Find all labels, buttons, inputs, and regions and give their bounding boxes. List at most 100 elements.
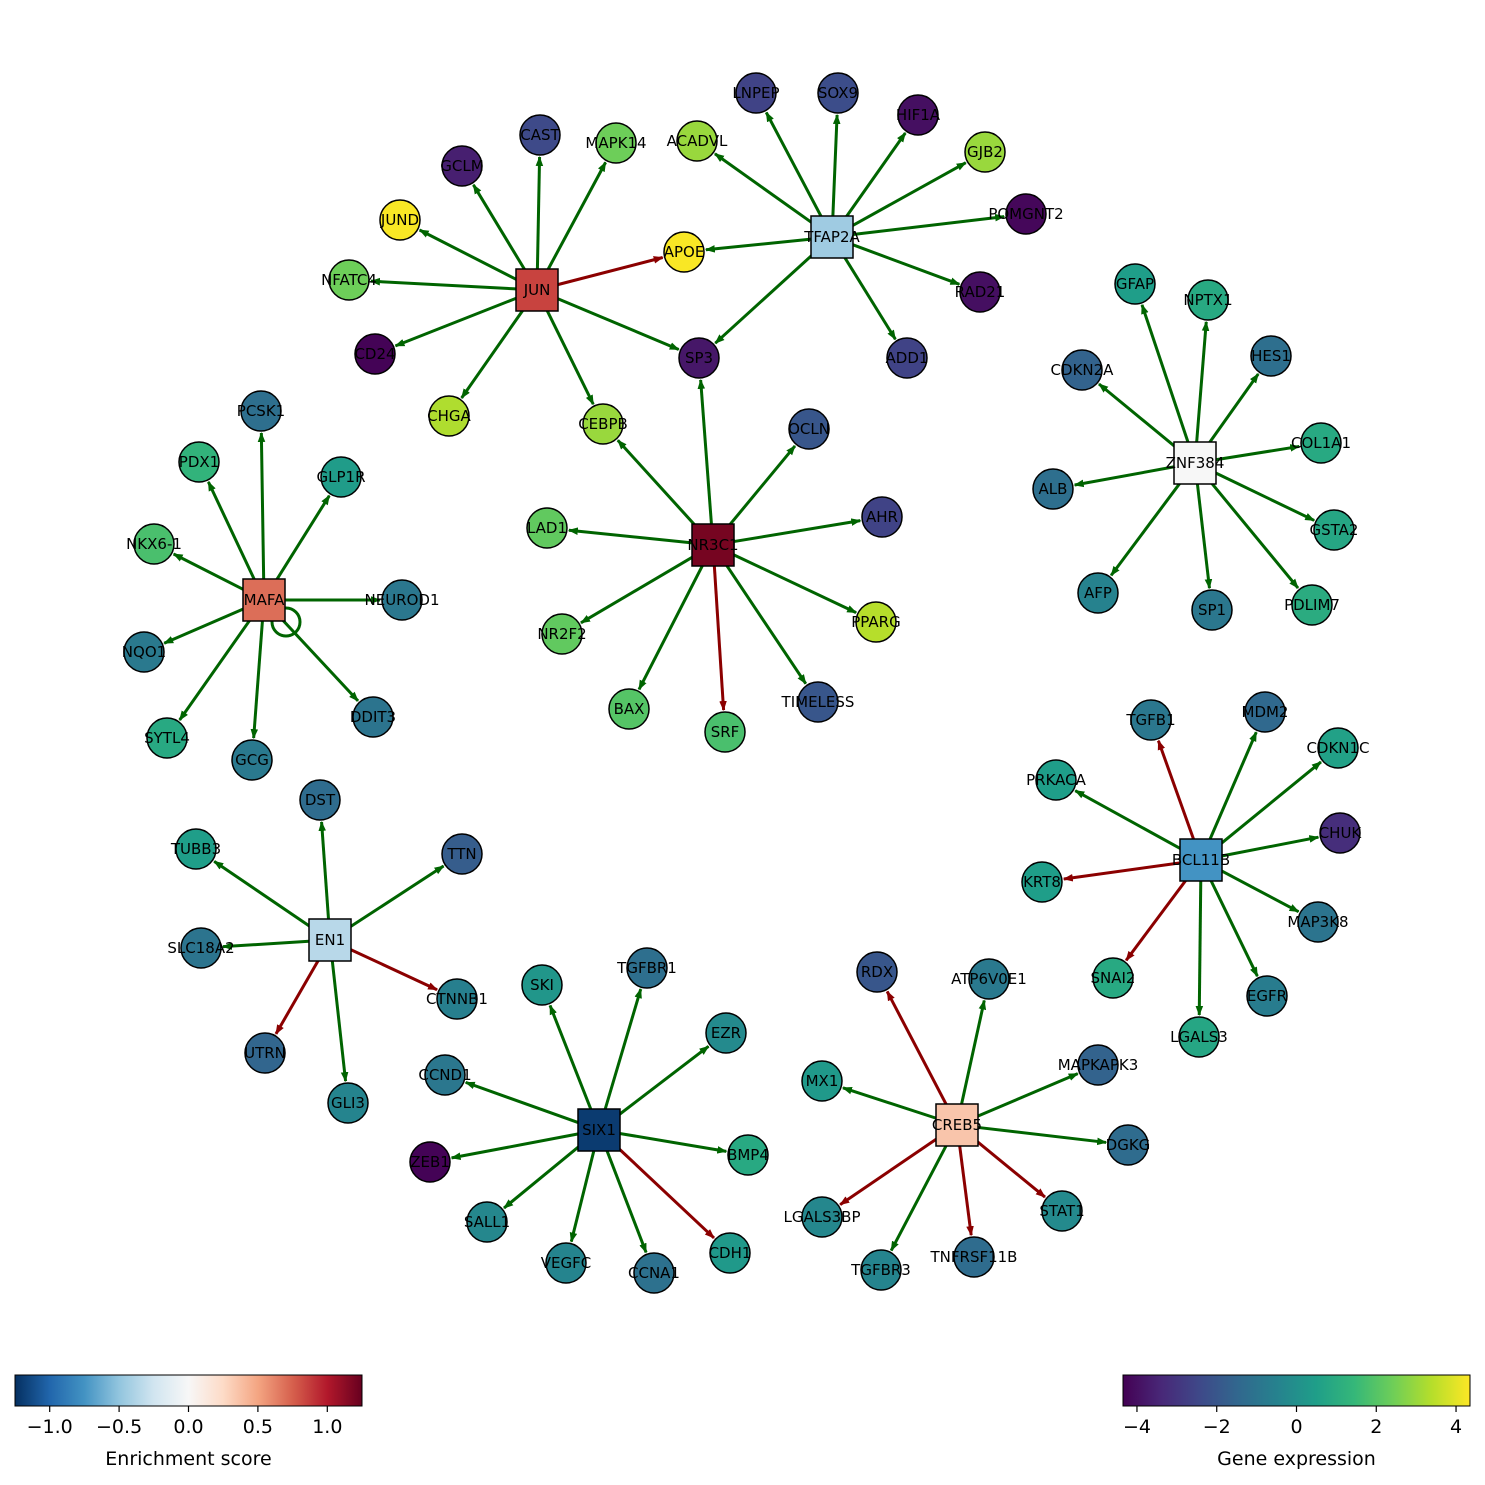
gene-node-TUBB3: [175, 828, 217, 870]
node-label-BAX: BAX: [614, 700, 645, 718]
gene-node-CDH1: [709, 1232, 751, 1274]
edge-SIX1-SALL1: [503, 1142, 584, 1210]
edge-SIX1-EZR: [614, 1045, 710, 1119]
edge-MAFA-NQO1: [163, 606, 246, 645]
enrichment-colorbar-tick-label: −1.0: [27, 1416, 73, 1438]
gene-node-ZEB1: [409, 1141, 451, 1183]
gene-node-SNAI2: [1092, 957, 1134, 999]
edge-JUN-CHGA: [460, 306, 527, 399]
node-label-LNPEP: LNPEP: [732, 84, 779, 102]
node-label-EGFR: EGFR: [1247, 987, 1287, 1005]
gene-node-MX1: [801, 1060, 843, 1102]
node-label-DST: DST: [305, 791, 336, 809]
node-label-SIX1: SIX1: [582, 1121, 616, 1139]
expression-colorbar-gradient: [1122, 1374, 1471, 1407]
nodes-layer: [123, 72, 1361, 1294]
gene-node-CHUK: [1319, 812, 1361, 854]
gene-node-SRF: [704, 711, 746, 753]
gene-node-PPARG: [855, 601, 897, 643]
edge-TFAP2A-SP3: [714, 250, 818, 345]
gene-node-UTRN: [244, 1032, 286, 1074]
gene-node-SP1: [1191, 589, 1233, 631]
edge-JUN-SP3: [555, 296, 680, 351]
edge-JUN-CAST: [535, 155, 544, 270]
gene-node-CCND1: [424, 1054, 466, 1096]
edge-TFAP2A-POMGNT2: [852, 213, 1006, 237]
tf-node-NR3C1: [691, 523, 735, 567]
gene-node-MAPK14: [595, 122, 637, 164]
node-label-TTN: TTN: [446, 845, 476, 863]
node-label-SRF: SRF: [711, 723, 740, 741]
gene-node-SLC18A2: [180, 927, 222, 969]
tf-node-CREB5: [935, 1103, 979, 1147]
node-label-PDX1: PDX1: [179, 453, 219, 471]
edge-JUN-JUND: [418, 228, 519, 282]
edge-CREB5-RDX: [885, 990, 949, 1108]
node-label-AHR: AHR: [866, 508, 898, 526]
edge-JUN-NFATC4: [369, 277, 517, 291]
gene-node-CEBPB: [582, 403, 624, 445]
node-label-UTRN: UTRN: [244, 1044, 286, 1062]
gene-node-SOX9: [817, 72, 859, 114]
gene-node-MAPKAPK3: [1077, 1044, 1119, 1086]
node-label-APOE: APOE: [664, 243, 705, 261]
node-label-LGALS3: LGALS3: [1170, 1028, 1228, 1046]
node-label-CDH1: CDH1: [709, 1244, 752, 1262]
gene-node-CHGA: [428, 395, 470, 437]
edge-JUN-CEBPB: [544, 308, 595, 406]
gene-node-CDKN2A: [1061, 349, 1103, 391]
edge-ZNF384-COL1A1: [1215, 444, 1301, 462]
gene-node-ALB: [1032, 468, 1074, 510]
expression-colorbar-tick-label: 2: [1370, 1416, 1382, 1438]
node-label-TFAP2A: TFAP2A: [803, 228, 860, 246]
node-label-SLC18A2: SLC18A2: [167, 939, 234, 957]
gene-node-PDX1: [178, 441, 220, 483]
edge-NR3C1-OCLN: [725, 444, 797, 530]
node-label-JUN: JUN: [523, 281, 551, 299]
node-label-HIF1A: HIF1A: [896, 106, 941, 124]
gene-node-ACADVL: [676, 120, 718, 162]
node-label-PPARG: PPARG: [851, 613, 900, 631]
node-label-CDKN2A: CDKN2A: [1051, 361, 1115, 379]
edge-MAFA-SYTL4: [178, 616, 254, 721]
gene-node-TNFRSF11B: [953, 1236, 995, 1278]
expression-colorbar-tick-label: 0: [1290, 1416, 1302, 1438]
node-label-GJB2: GJB2: [967, 143, 1003, 161]
node-label-GFAP: GFAP: [1116, 275, 1154, 293]
node-label-NR3C1: NR3C1: [687, 536, 738, 554]
node-label-TNFRSF11B: TNFRSF11B: [930, 1248, 1018, 1266]
edge-EN1-CTNNB1: [348, 947, 438, 992]
edge-NR3C1-NR2F2: [580, 554, 696, 625]
node-label-STAT1: STAT1: [1039, 1202, 1084, 1220]
node-label-DGKG: DGKG: [1106, 1136, 1151, 1154]
gene-node-GCLM: [441, 145, 483, 187]
gene-node-BAX: [608, 688, 650, 730]
enrichment-colorbar-tick-label: 1.0: [312, 1416, 342, 1438]
tf-node-MAFA: [242, 578, 286, 622]
edge-EN1-GLI3: [330, 960, 349, 1083]
gene-node-SKI: [521, 964, 563, 1006]
node-label-CTNNB1: CTNNB1: [426, 990, 488, 1008]
gene-node-SP3: [678, 337, 720, 379]
gene-node-JUND: [379, 199, 421, 241]
tf-node-BCL11B: [1179, 838, 1223, 882]
edge-CREB5-MX1: [841, 1086, 938, 1120]
enrichment-colorbar-gradient: [14, 1374, 363, 1407]
gene-node-VEGFC: [545, 1242, 587, 1284]
edge-ZNF384-PDLIM7: [1207, 478, 1300, 589]
node-label-GLI3: GLI3: [331, 1094, 365, 1112]
tf-node-SIX1: [577, 1108, 621, 1152]
edge-BCL11B-EGFR: [1208, 878, 1259, 978]
edge-MAFA-self-loop: [270, 606, 302, 638]
edge-JUN-CD24: [394, 296, 519, 348]
gene-node-COL1A1: [1300, 422, 1342, 464]
node-label-NFATC4: NFATC4: [321, 271, 377, 289]
node-label-RAD21: RAD21: [955, 283, 1006, 301]
edge-ZNF384-ALB: [1073, 465, 1175, 488]
gene-node-DDIT3: [352, 696, 394, 738]
edge-TFAP2A-SOX9: [831, 113, 841, 217]
gene-node-GJB2: [964, 131, 1006, 173]
edge-ZNF384-NPTX1: [1195, 320, 1210, 443]
tf-node-JUN: [515, 268, 559, 312]
node-label-DDIT3: DDIT3: [350, 708, 396, 726]
